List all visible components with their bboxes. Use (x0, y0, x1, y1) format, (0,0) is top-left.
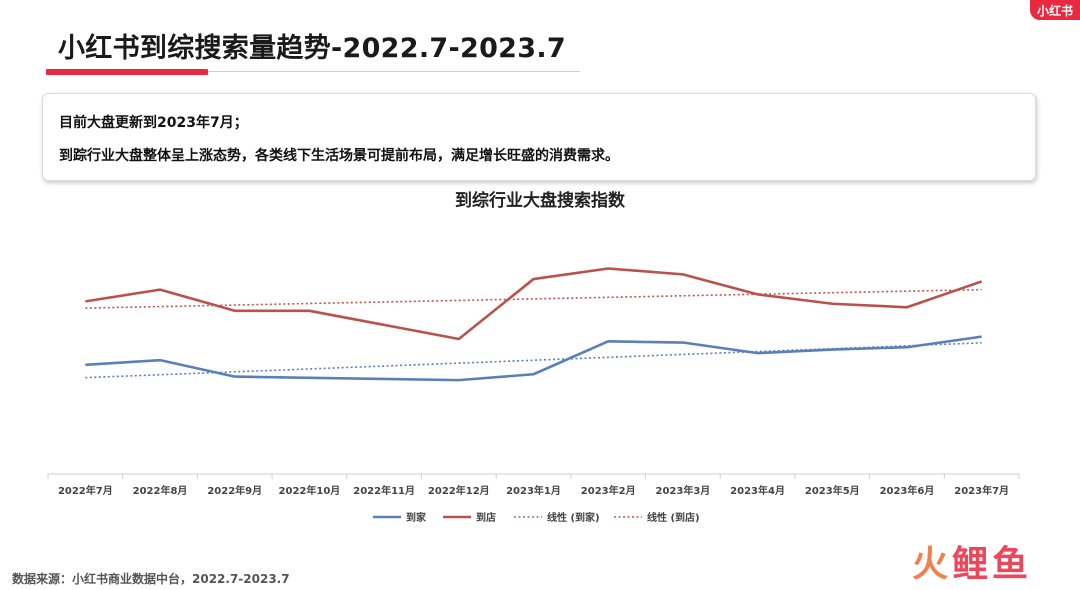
summary-line-2: 到踪行业大盘整体呈上涨态势，各类线下生活场景可提前布局，满足增长旺盛的消费需求。 (59, 148, 619, 164)
source-note: 数据来源：小红书商业数据中台，2022.7-2023.7 (12, 572, 290, 586)
watermark-char-2: 鲤 (952, 544, 989, 585)
x-tick-label: 2022年12月 (428, 484, 490, 497)
x-tick-label: 2023年2月 (581, 484, 636, 497)
legend-label-1: 到店 (476, 511, 496, 524)
x-tick-label: 2023年1月 (506, 484, 561, 497)
x-tick-label: 2023年7月 (954, 484, 1009, 497)
legend-label-2: 线性 (到家) (547, 511, 600, 524)
x-tick-label: 2022年10月 (279, 484, 341, 497)
x-tick-label: 2023年5月 (805, 484, 860, 497)
title-accent-bar (46, 69, 208, 75)
x-tick-label: 2023年6月 (880, 484, 935, 497)
trendline-3 (85, 288, 982, 309)
x-tick-label: 2023年3月 (655, 484, 710, 497)
x-tick-label: 2023年4月 (730, 484, 785, 497)
chart-title: 到综行业大盘搜索指数 (455, 191, 625, 211)
trendline-2 (85, 342, 982, 379)
x-tick-label: 2022年8月 (133, 484, 188, 497)
x-tick-label: 2022年11月 (353, 484, 415, 497)
brand-badge: 小红书 (1030, 0, 1080, 20)
x-tick-label: 2022年7月 (58, 484, 113, 497)
legend-label-3: 线性 (到店) (647, 511, 700, 524)
page-title: 小红书到综搜索量趋势-2022.7-2023.7 (58, 33, 566, 64)
watermark-char-3: 鱼 (992, 544, 1029, 585)
x-tick-label: 2022年9月 (207, 484, 262, 497)
watermark-char-1: 火 (912, 544, 949, 585)
summary-box: 目前大盘更新到2023年7月； 到踪行业大盘整体呈上涨态势，各类线下生活场景可提… (42, 93, 1036, 181)
legend-label-0: 到家 (406, 511, 427, 524)
summary-line-1: 目前大盘更新到2023年7月； (59, 115, 248, 131)
watermark-logo: 火 鲤 鱼 (912, 545, 1028, 585)
series-line-0 (85, 335, 982, 382)
title-underline (46, 71, 580, 72)
